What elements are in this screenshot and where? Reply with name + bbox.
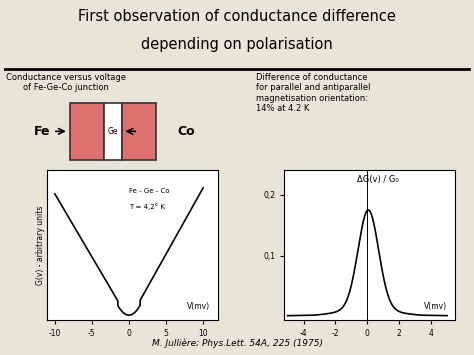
Text: First observation of conductance difference: First observation of conductance differe…: [78, 9, 396, 24]
Bar: [104, 103, 122, 160]
Text: V(mv): V(mv): [424, 301, 447, 311]
Text: ΔG(v) / G₀: ΔG(v) / G₀: [357, 175, 399, 184]
Text: T = 4,2° K: T = 4,2° K: [129, 203, 165, 210]
Y-axis label: G(v) - arbitrary units: G(v) - arbitrary units: [36, 205, 45, 285]
Bar: [70, 103, 104, 160]
Text: V(mv): V(mv): [187, 301, 210, 311]
Text: Fe: Fe: [34, 125, 51, 138]
Text: Conductance versus voltage
of Fe-Ge-Co junction: Conductance versus voltage of Fe-Ge-Co j…: [6, 73, 127, 92]
Text: depending on polarisation: depending on polarisation: [141, 37, 333, 52]
Text: Fe - Ge - Co: Fe - Ge - Co: [129, 188, 170, 194]
Text: M. Jullière; Phys.Lett. 54A, 225 (1975): M. Jullière; Phys.Lett. 54A, 225 (1975): [152, 338, 322, 348]
Text: Co: Co: [177, 125, 195, 138]
Bar: [122, 103, 156, 160]
Text: Difference of conductance
for parallel and antiparallel
magnetisation orientatio: Difference of conductance for parallel a…: [256, 73, 371, 113]
Text: Ge: Ge: [108, 127, 118, 136]
